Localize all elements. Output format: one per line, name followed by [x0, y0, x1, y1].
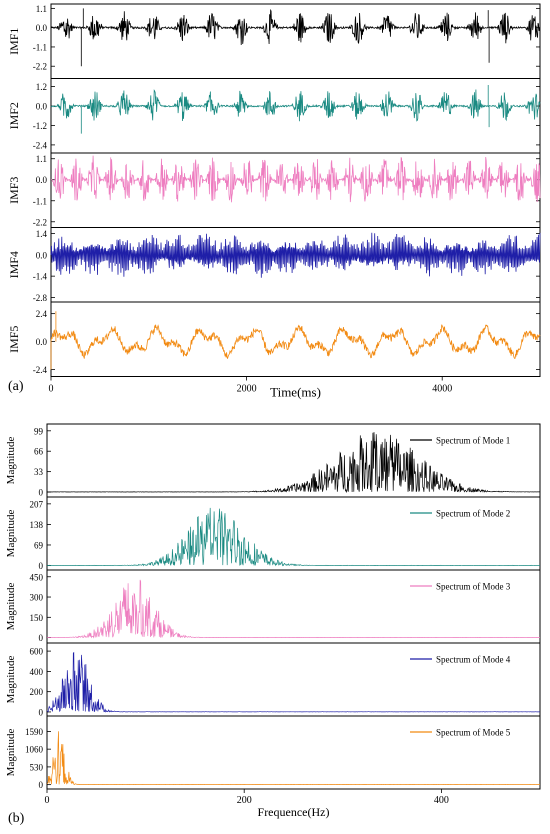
spectrum-line	[46, 432, 540, 494]
imf-signal-line	[50, 311, 541, 370]
imf-signal-line	[50, 85, 541, 134]
spectrum-line	[46, 579, 541, 639]
spectrum-axes-frame	[46, 715, 541, 790]
y-tick-label: 0	[39, 633, 44, 643]
y-tick-label: 400	[30, 667, 44, 677]
y-tick-label: 99	[34, 426, 44, 436]
imf-axes-frame	[50, 78, 541, 154]
spectrum-line	[46, 651, 540, 713]
y-axis-label: IMF5	[7, 326, 21, 353]
y-tick-label: 1.2	[36, 82, 47, 92]
panel-label-b: (b)	[8, 811, 25, 826]
legend-label: Spectrum of Mode 3	[436, 582, 511, 592]
y-tick-label: -1.4	[33, 272, 48, 282]
y-axis-label: IMF1	[7, 28, 21, 55]
y-tick-label: 33	[34, 467, 44, 477]
y-tick-label: 1.4	[36, 229, 48, 239]
legend-label: Spectrum of Mode 2	[436, 509, 510, 519]
imf-axes-frame	[50, 301, 541, 377]
y-tick-label: 450	[30, 572, 44, 582]
legend-label: Spectrum of Mode 1	[436, 436, 510, 446]
y-tick-label: 0	[39, 488, 44, 498]
y-tick-label: 1590	[25, 727, 44, 737]
y-tick-label: 530	[30, 762, 44, 772]
y-tick-label: 150	[30, 613, 44, 623]
y-axis-label: Magnitude	[5, 510, 17, 558]
spectrum-line	[46, 731, 541, 785]
y-tick-label: 0.0	[36, 175, 48, 185]
y-tick-label: -2.2	[33, 217, 47, 227]
y-tick-label: 200	[30, 687, 44, 697]
y-tick-label: 0.0	[36, 250, 48, 260]
y-tick-label: 66	[34, 447, 44, 457]
imf-signal-line	[50, 155, 541, 203]
x-tick-label: 2000	[237, 384, 257, 395]
spectrum-line	[46, 507, 541, 567]
imf-signal-line	[50, 232, 541, 278]
y-tick-label: -2.8	[33, 293, 48, 303]
x-axis-label: Time(ms)	[270, 385, 321, 400]
y-tick-label: 207	[30, 499, 44, 509]
y-axis-label: Magnitude	[5, 583, 17, 631]
legend-label: Spectrum of Mode 4	[436, 655, 511, 665]
x-tick-label: 200	[237, 795, 252, 806]
imf-signal-line	[50, 8, 541, 67]
y-tick-label: -1.1	[33, 42, 47, 52]
y-tick-label: 1.1	[36, 4, 47, 14]
x-tick-label: 400	[434, 795, 449, 806]
y-tick-label: 300	[30, 593, 44, 603]
y-axis-label: Magnitude	[5, 656, 17, 704]
y-tick-label: -2.4	[33, 140, 48, 150]
y-tick-label: 1060	[25, 745, 44, 755]
y-tick-label: -1.1	[33, 196, 47, 206]
y-tick-label: 0	[39, 780, 44, 790]
y-tick-label: 2.4	[36, 309, 48, 319]
y-axis-label: Magnitude	[5, 437, 17, 485]
y-tick-label: 0.0	[36, 337, 48, 347]
imf-axes-frame	[50, 152, 541, 228]
y-tick-label: 69	[34, 540, 44, 550]
y-tick-label: -2.2	[33, 62, 47, 72]
panel-label-a: (a)	[8, 379, 24, 394]
y-tick-label: 138	[30, 520, 44, 530]
y-axis-label: IMF2	[7, 102, 21, 129]
y-axis-label: IMF4	[7, 251, 21, 278]
y-tick-label: -2.4	[33, 365, 48, 375]
y-tick-label: 0.0	[36, 23, 48, 33]
y-tick-label: 600	[30, 647, 44, 657]
panel-a-time-signals: 1.1 0.0 -1.1 -2.2 IMF1 1.2 0.0 -1.2 -2.4 IMF2 1.1 0…	[7, 3, 541, 400]
y-tick-label: 0	[39, 561, 44, 571]
y-axis-label: IMF3	[7, 177, 21, 204]
x-tick-label: 0	[45, 795, 50, 806]
x-tick-label: 0	[49, 384, 54, 395]
y-tick-label: 0	[39, 707, 44, 717]
y-axis-label: Magnitude	[5, 729, 17, 777]
y-tick-label: 1.1	[36, 154, 47, 164]
x-axis-label: Frequence(Hz)	[258, 805, 330, 819]
y-tick-label: 0.0	[36, 102, 48, 112]
y-tick-label: -1.2	[33, 121, 47, 131]
x-tick-label: 4000	[432, 384, 452, 395]
panel-b-spectra: 0 33 66 99 Magnitude Spectrum of Mode 1 0 69 138…	[5, 423, 541, 819]
legend-label: Spectrum of Mode 5	[436, 728, 511, 738]
